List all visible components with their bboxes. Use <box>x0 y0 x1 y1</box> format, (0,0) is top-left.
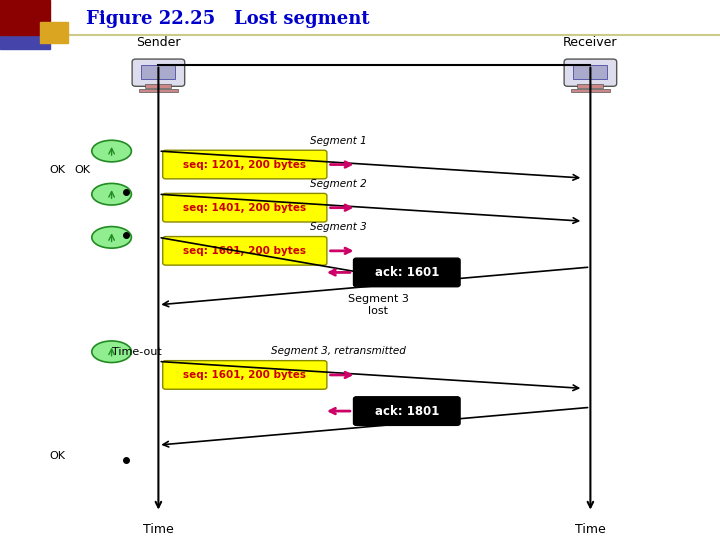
Bar <box>0 0 50 35</box>
FancyBboxPatch shape <box>163 237 327 265</box>
FancyBboxPatch shape <box>163 361 327 389</box>
Text: ack: 1601: ack: 1601 <box>374 266 439 279</box>
Text: seq: 1401, 200 bytes: seq: 1401, 200 bytes <box>183 202 307 213</box>
Bar <box>0 32 50 49</box>
Bar <box>145 84 171 89</box>
Bar <box>577 84 603 89</box>
Text: seq: 1601, 200 bytes: seq: 1601, 200 bytes <box>184 370 306 380</box>
Text: Time: Time <box>143 523 174 536</box>
Text: Segment 3, retransmitted: Segment 3, retransmitted <box>271 346 406 356</box>
Text: Figure 22.25   Lost segment: Figure 22.25 Lost segment <box>86 10 370 28</box>
Ellipse shape <box>92 184 132 205</box>
Bar <box>139 89 178 92</box>
Text: Sender: Sender <box>136 36 181 49</box>
FancyBboxPatch shape <box>564 59 616 86</box>
Text: seq: 1601, 200 bytes: seq: 1601, 200 bytes <box>184 246 306 256</box>
Text: Time: Time <box>575 523 606 536</box>
Text: seq: 1201, 200 bytes: seq: 1201, 200 bytes <box>184 159 306 170</box>
Bar <box>571 89 610 92</box>
Text: Segment 1: Segment 1 <box>310 136 366 146</box>
FancyBboxPatch shape <box>163 150 327 179</box>
Ellipse shape <box>92 341 132 362</box>
Text: OK: OK <box>50 165 66 175</box>
Bar <box>573 65 608 79</box>
FancyBboxPatch shape <box>132 59 184 86</box>
Ellipse shape <box>92 140 132 162</box>
FancyBboxPatch shape <box>163 193 327 222</box>
Bar <box>141 65 176 79</box>
FancyBboxPatch shape <box>354 258 460 287</box>
Text: OK: OK <box>75 165 91 175</box>
Text: Time-out: Time-out <box>112 347 161 357</box>
Text: ack: 1801: ack: 1801 <box>374 404 439 417</box>
Bar <box>40 22 68 43</box>
Ellipse shape <box>92 227 132 248</box>
Text: OK: OK <box>50 451 66 461</box>
Text: Segment 3: Segment 3 <box>310 222 366 232</box>
Text: Receiver: Receiver <box>563 36 618 49</box>
Text: Segment 2: Segment 2 <box>310 179 366 189</box>
Text: Segment 3
lost: Segment 3 lost <box>348 294 408 315</box>
FancyBboxPatch shape <box>354 397 460 426</box>
